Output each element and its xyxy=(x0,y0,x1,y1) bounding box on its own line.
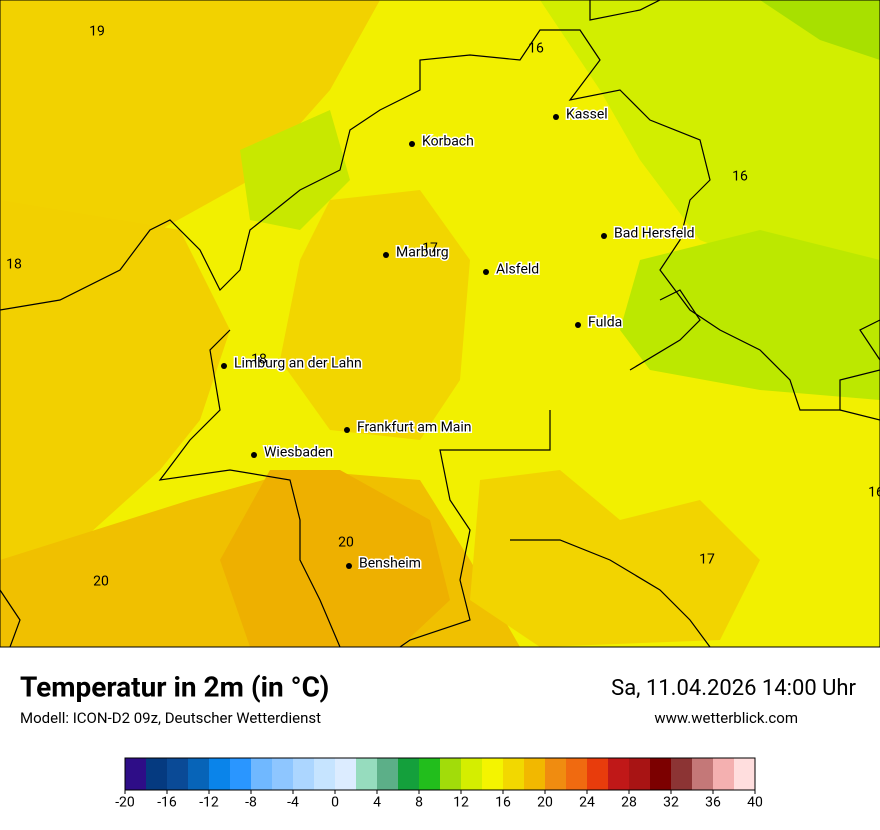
temperature-label: 20 xyxy=(93,574,109,590)
tick-label: 12 xyxy=(453,795,469,811)
temperature-label: 19 xyxy=(89,24,105,40)
city-dot xyxy=(483,269,489,275)
tick-label: 36 xyxy=(705,795,721,811)
color-segment xyxy=(524,758,546,790)
map-frame xyxy=(0,0,880,648)
color-segment xyxy=(272,758,294,790)
color-segment xyxy=(650,758,672,790)
city-label: Korbach xyxy=(422,134,474,150)
color-segment xyxy=(377,758,399,790)
color-segment xyxy=(566,758,588,790)
tick-label: -4 xyxy=(287,795,299,811)
tick-label: 8 xyxy=(415,795,423,811)
color-segment xyxy=(209,758,231,790)
color-segment xyxy=(713,758,735,790)
tick-label: -20 xyxy=(115,795,135,811)
date: Sa, 11.04.2026 14:00 Uhr xyxy=(611,676,856,701)
color-segment xyxy=(314,758,336,790)
city-dot xyxy=(251,452,257,458)
color-segment xyxy=(587,758,609,790)
city-dot xyxy=(383,252,389,258)
city-label: Fulda xyxy=(588,315,622,331)
city-label: Wiesbaden xyxy=(264,445,333,461)
warm-area xyxy=(470,470,760,647)
temperature-label: 18 xyxy=(6,257,22,273)
title: Temperatur in 2m (in °C) xyxy=(20,670,329,703)
color-segment xyxy=(188,758,210,790)
color-segment xyxy=(419,758,441,790)
color-segment xyxy=(671,758,693,790)
city-label: Bensheim xyxy=(359,556,421,572)
color-segment xyxy=(251,758,273,790)
color-segment xyxy=(398,758,420,790)
color-segment xyxy=(230,758,252,790)
tick-label: 40 xyxy=(747,795,763,811)
tick-label: 16 xyxy=(495,795,511,811)
cool-area xyxy=(620,230,880,400)
color-segment xyxy=(440,758,462,790)
tick-label: 4 xyxy=(373,795,381,811)
color-segment xyxy=(734,758,756,790)
tick-label: 20 xyxy=(537,795,553,811)
city-dot xyxy=(553,114,559,120)
temperature-label: 16 xyxy=(528,41,544,57)
color-segment xyxy=(356,758,378,790)
cool-area xyxy=(760,0,880,60)
city-label: Frankfurt am Main xyxy=(357,420,472,436)
color-segment xyxy=(167,758,189,790)
temperature-label: 16 xyxy=(732,169,748,185)
city-label: Bad Hersfeld xyxy=(614,226,695,242)
city-label: Limburg an der Lahn xyxy=(234,356,362,372)
city-dot xyxy=(344,427,350,433)
temperature-label: 17 xyxy=(422,241,438,257)
color-segment xyxy=(692,758,714,790)
subtitle: Modell: ICON-D2 09z, Deutscher Wetterdie… xyxy=(20,709,321,727)
city-label: Alsfeld xyxy=(496,262,539,278)
tick-label: -16 xyxy=(157,795,177,811)
borders xyxy=(0,0,880,647)
city-label: Marburg xyxy=(396,245,449,261)
warm-area xyxy=(0,0,380,230)
color-segment xyxy=(629,758,651,790)
tick-label: -12 xyxy=(199,795,219,811)
cool-area xyxy=(540,0,880,300)
city-dot xyxy=(346,563,352,569)
color-segment xyxy=(503,758,525,790)
color-segment xyxy=(608,758,630,790)
temperature-label: 17 xyxy=(699,552,715,568)
colorbar-frame xyxy=(124,757,756,791)
city-dot xyxy=(601,233,607,239)
city-dot xyxy=(409,141,415,147)
temperature-label: 16 xyxy=(868,485,880,501)
tick-label: 0 xyxy=(331,795,339,811)
color-segment xyxy=(146,758,168,790)
warm-area xyxy=(0,200,230,560)
color-segment xyxy=(293,758,315,790)
temperature-label: 20 xyxy=(338,535,354,551)
map xyxy=(0,0,880,647)
website: www.wetterblick.com xyxy=(654,709,798,727)
color-segment xyxy=(482,758,504,790)
city-label: Kassel xyxy=(566,107,608,123)
city-dot xyxy=(221,363,227,369)
tick-label: -8 xyxy=(245,795,257,811)
color-segment xyxy=(335,758,357,790)
temperature-label: 18 xyxy=(251,352,267,368)
color-segment xyxy=(125,758,147,790)
cool-area xyxy=(240,110,350,230)
city-dot xyxy=(575,322,581,328)
tick-label: 24 xyxy=(579,795,595,811)
tick-label: 28 xyxy=(621,795,637,811)
warm-area xyxy=(220,470,450,647)
warm-area xyxy=(280,190,470,440)
tick-label: 32 xyxy=(663,795,679,811)
color-segment xyxy=(461,758,483,790)
color-segment xyxy=(545,758,567,790)
